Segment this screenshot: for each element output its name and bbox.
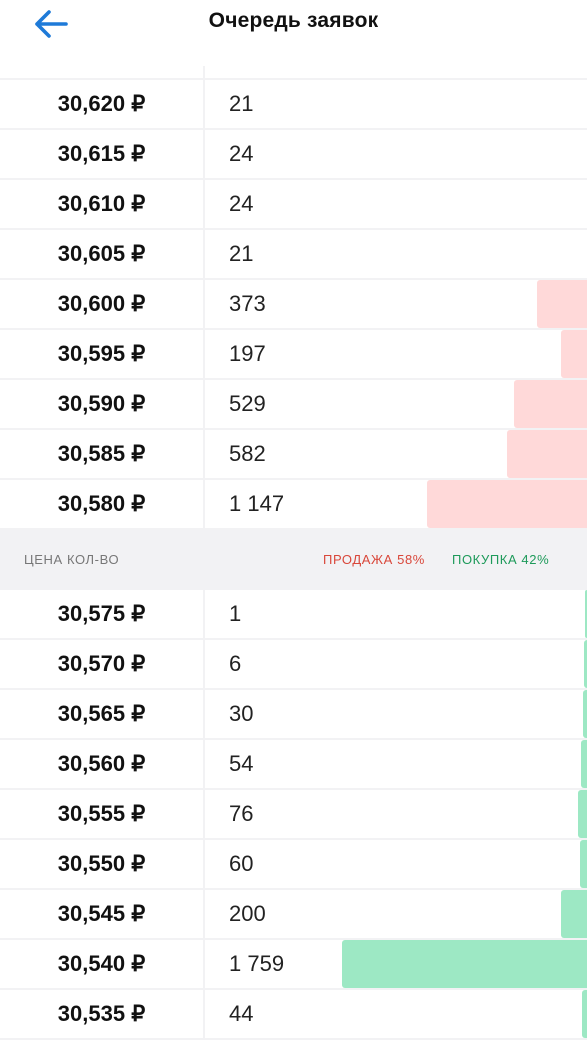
buy-order-row[interactable]: 30,570 ₽ 6	[0, 640, 587, 688]
order-quantity: 54	[229, 740, 253, 788]
order-quantity: 373	[229, 280, 266, 328]
buy-volume-bar	[578, 790, 587, 838]
buy-volume-bar	[342, 940, 587, 988]
buy-order-row[interactable]: 30,540 ₽ 1 759	[0, 940, 587, 988]
order-row-partial	[0, 66, 587, 78]
columns-header: ЦЕНА КОЛ-ВО	[24, 552, 119, 567]
order-price: 30,545 ₽	[0, 890, 203, 938]
sell-order-row[interactable]: 30,600 ₽ 373	[0, 280, 587, 328]
order-price: 30,590 ₽	[0, 380, 203, 428]
buy-order-row[interactable]: 30,550 ₽ 60	[0, 840, 587, 888]
order-price: 30,615 ₽	[0, 130, 203, 178]
sell-order-row[interactable]: 30,620 ₽ 21	[0, 80, 587, 128]
sell-order-row[interactable]: 30,615 ₽ 24	[0, 130, 587, 178]
order-quantity: 24	[229, 180, 253, 228]
order-quantity: 582	[229, 430, 266, 478]
sell-order-row[interactable]: 30,590 ₽ 529	[0, 380, 587, 428]
sell-order-row[interactable]: 30,605 ₽ 21	[0, 230, 587, 278]
column-divider	[203, 940, 205, 988]
order-price: 30,535 ₽	[0, 990, 203, 1038]
order-price: 30,600 ₽	[0, 280, 203, 328]
column-divider	[203, 380, 205, 428]
order-quantity: 1	[229, 590, 241, 638]
column-divider	[203, 690, 205, 738]
order-quantity: 529	[229, 380, 266, 428]
buy-volume-bar	[580, 840, 587, 888]
column-divider	[203, 890, 205, 938]
column-divider	[203, 430, 205, 478]
order-quantity: 197	[229, 330, 266, 378]
sell-volume-bar	[514, 380, 587, 428]
order-quantity: 200	[229, 890, 266, 938]
column-divider	[203, 640, 205, 688]
order-price: 30,560 ₽	[0, 740, 203, 788]
buy-order-row[interactable]: 30,535 ₽ 44	[0, 990, 587, 1038]
order-book-legend: ЦЕНА КОЛ-ВО ПРОДАЖА 58% ПОКУПКА 42%	[0, 530, 587, 588]
column-divider	[203, 280, 205, 328]
order-price: 30,580 ₽	[0, 480, 203, 528]
sell-volume-bar	[427, 480, 587, 528]
order-price: 30,585 ₽	[0, 430, 203, 478]
sell-volume-bar	[507, 430, 587, 478]
order-quantity: 44	[229, 990, 253, 1038]
order-quantity: 30	[229, 690, 253, 738]
column-divider	[203, 80, 205, 128]
order-price: 30,570 ₽	[0, 640, 203, 688]
column-divider	[203, 330, 205, 378]
order-quantity: 60	[229, 840, 253, 888]
order-quantity: 24	[229, 130, 253, 178]
column-divider	[203, 130, 205, 178]
buy-order-row[interactable]: 30,565 ₽ 30	[0, 690, 587, 738]
buy-volume-bar	[581, 740, 587, 788]
order-quantity: 21	[229, 230, 253, 278]
sell-volume-bar	[537, 280, 587, 328]
buy-order-row[interactable]: 30,555 ₽ 76	[0, 790, 587, 838]
sell-order-row[interactable]: 30,580 ₽ 1 147	[0, 480, 587, 528]
order-price: 30,595 ₽	[0, 330, 203, 378]
column-divider	[203, 590, 205, 638]
order-price: 30,620 ₽	[0, 80, 203, 128]
buy-percentage: ПОКУПКА 42%	[452, 552, 549, 567]
column-divider	[203, 790, 205, 838]
top-bar: Очередь заявок	[0, 0, 587, 66]
buy-order-row[interactable]: 30,545 ₽ 200	[0, 890, 587, 938]
order-quantity: 1 759	[229, 940, 284, 988]
buy-volume-bar	[561, 890, 587, 938]
order-quantity: 76	[229, 790, 253, 838]
sell-order-row[interactable]: 30,595 ₽ 197	[0, 330, 587, 378]
column-divider	[203, 180, 205, 228]
order-quantity: 6	[229, 640, 241, 688]
order-price: 30,575 ₽	[0, 590, 203, 638]
order-price: 30,540 ₽	[0, 940, 203, 988]
order-price: 30,605 ₽	[0, 230, 203, 278]
sell-order-row[interactable]: 30,610 ₽ 24	[0, 180, 587, 228]
order-price: 30,550 ₽	[0, 840, 203, 888]
order-price: 30,565 ₽	[0, 690, 203, 738]
column-divider	[203, 480, 205, 528]
sell-order-row[interactable]: 30,585 ₽ 582	[0, 430, 587, 478]
order-quantity: 21	[229, 80, 253, 128]
order-book[interactable]: 30,620 ₽ 21 30,615 ₽ 24 30,610 ₽ 24 30,605 ₽ 21…	[0, 66, 587, 1040]
buy-order-row[interactable]: 30,560 ₽ 54	[0, 740, 587, 788]
column-divider	[203, 840, 205, 888]
sell-percentage: ПРОДАЖА 58%	[323, 552, 425, 567]
sell-volume-bar	[561, 330, 587, 378]
column-divider	[203, 990, 205, 1038]
buy-order-row[interactable]: 30,575 ₽ 1	[0, 590, 587, 638]
column-divider	[203, 740, 205, 788]
order-price: 30,555 ₽	[0, 790, 203, 838]
buy-volume-bar	[583, 690, 587, 738]
sell-orders-list: 30,620 ₽ 21 30,615 ₽ 24 30,610 ₽ 24 30,605 ₽ 21…	[0, 80, 587, 528]
buy-volume-bar	[582, 990, 587, 1038]
page-title: Очередь заявок	[0, 9, 587, 33]
order-quantity: 1 147	[229, 480, 284, 528]
column-divider	[203, 230, 205, 278]
order-price: 30,610 ₽	[0, 180, 203, 228]
column-divider	[203, 66, 205, 78]
